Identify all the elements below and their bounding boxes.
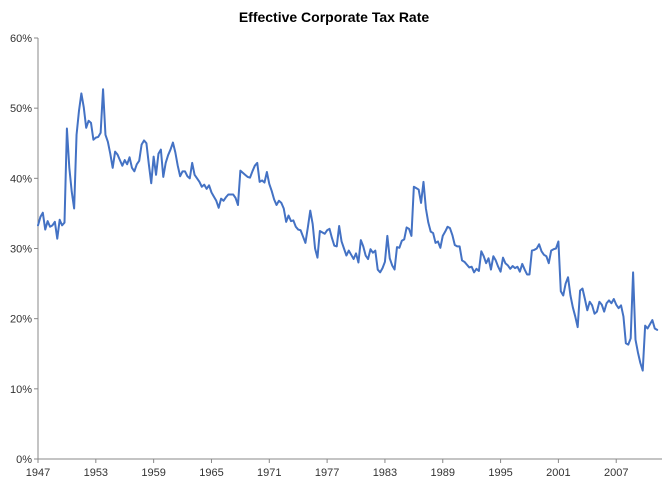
x-tick-label: 1953: [84, 467, 108, 479]
x-tick-label: 2007: [604, 467, 628, 479]
x-tick-label: 1983: [373, 467, 397, 479]
y-tick-label: 40%: [10, 173, 32, 185]
y-tick-label: 30%: [10, 244, 32, 256]
x-tick-label: 1977: [315, 467, 339, 479]
x-tick-label: 1989: [431, 467, 455, 479]
chart-title: Effective Corporate Tax Rate: [239, 9, 430, 25]
x-tick-label: 2001: [546, 467, 570, 479]
y-tick-label: 20%: [10, 314, 32, 326]
series-line-0: [37, 88, 659, 372]
y-tick-label: 50%: [10, 103, 32, 115]
x-tick-label: 1959: [141, 467, 165, 479]
y-axis-ticks: 0% 10% 20% 30% 40% 50% 60%: [10, 33, 38, 466]
x-axis-ticks: 1947 1953 1959 1965 1971 1977 1983 1989 1995 2001…: [26, 459, 628, 479]
x-tick-label: 1965: [199, 467, 223, 479]
y-tick-label: 60%: [10, 33, 32, 45]
y-tick-label: 0%: [16, 454, 32, 466]
x-tick-label: 1971: [257, 467, 281, 479]
y-tick-label: 10%: [10, 384, 32, 396]
x-tick-label: 1995: [488, 467, 512, 479]
x-tick-label: 1947: [26, 467, 50, 479]
series-group: [37, 88, 659, 372]
